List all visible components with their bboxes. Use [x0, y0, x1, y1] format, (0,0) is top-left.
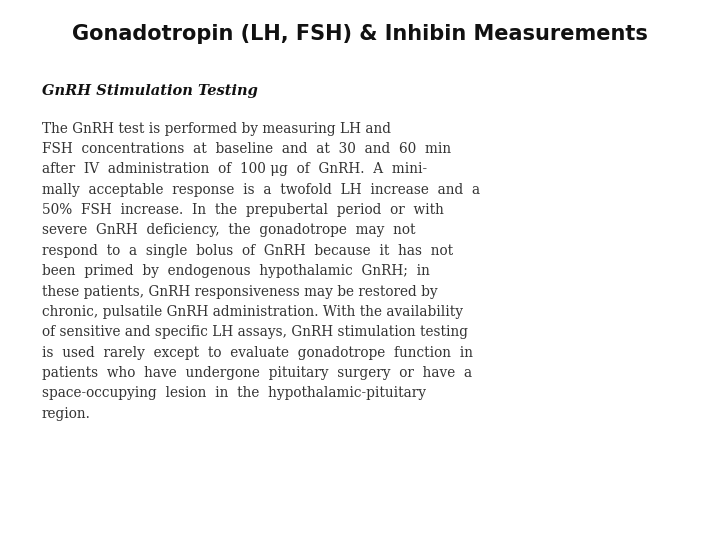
Text: The GnRH test is performed by measuring LH and
FSH  concentrations  at  baseline: The GnRH test is performed by measuring …: [42, 122, 480, 421]
Text: Gonadotropin (LH, FSH) & Inhibin Measurements: Gonadotropin (LH, FSH) & Inhibin Measure…: [72, 24, 648, 44]
Text: GnRH Stimulation Testing: GnRH Stimulation Testing: [42, 84, 258, 98]
